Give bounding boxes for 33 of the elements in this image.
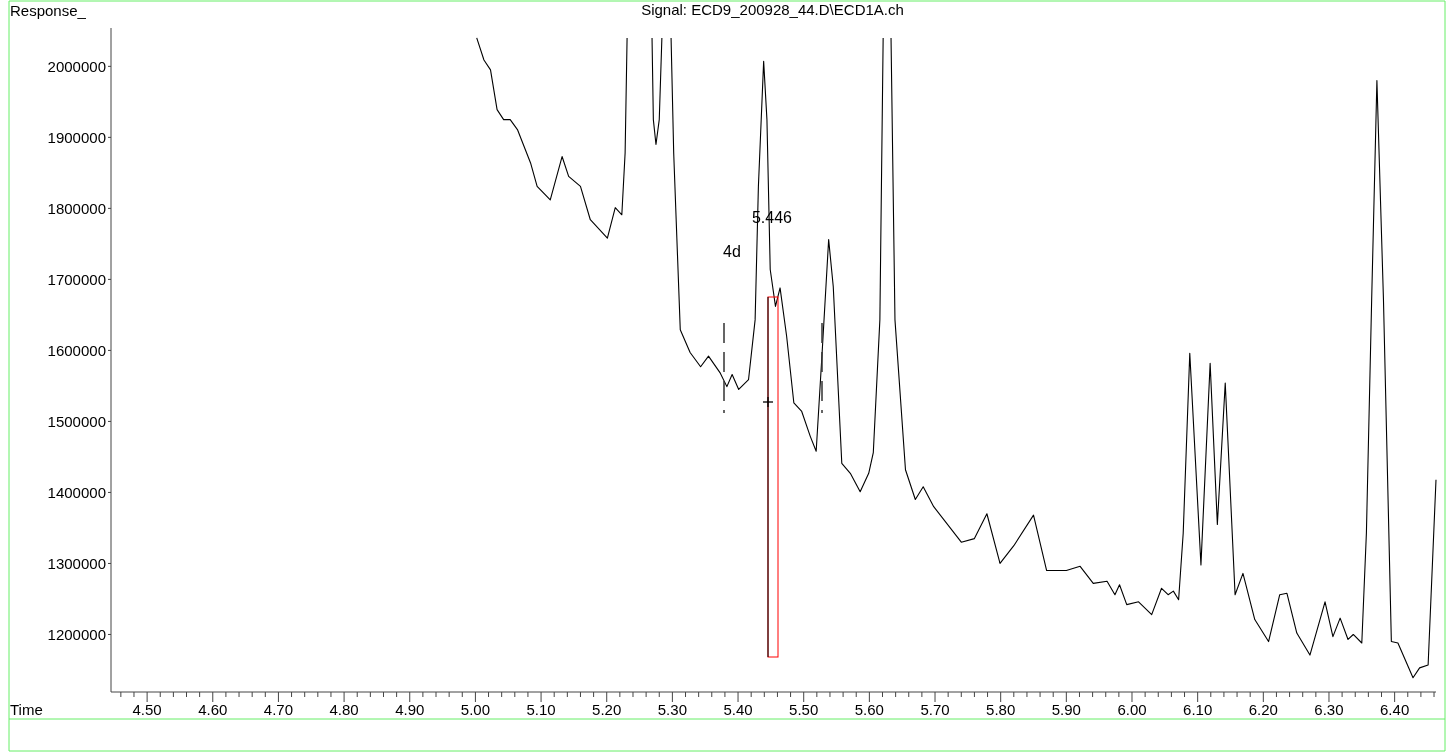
y-tick-label: 1500000 bbox=[47, 412, 106, 430]
y-tick-label: 1400000 bbox=[47, 483, 106, 501]
x-tick-label: 6.20 bbox=[1248, 701, 1278, 718]
x-tick-label: 5.30 bbox=[657, 701, 687, 718]
x-tick-label: 5.80 bbox=[986, 701, 1016, 718]
x-tick-label: 6.00 bbox=[1117, 701, 1147, 718]
x-axis-title: Time bbox=[10, 701, 43, 718]
x-tick-label: 6.40 bbox=[1380, 701, 1410, 718]
y-tick-label: 1200000 bbox=[47, 625, 106, 643]
x-tick-label: 5.50 bbox=[789, 701, 819, 718]
y-tick-label: 1600000 bbox=[47, 341, 106, 359]
y-tick-label: 1900000 bbox=[47, 128, 106, 146]
y-tick-label: 1800000 bbox=[47, 199, 106, 217]
y-tick-label: 1700000 bbox=[47, 270, 106, 288]
y-tick-label: 1300000 bbox=[47, 554, 106, 572]
y-axis-title: Response_ bbox=[10, 2, 87, 19]
x-tick-label: 5.10 bbox=[526, 701, 556, 718]
annotation: 4d bbox=[723, 242, 741, 260]
chart-title: Signal: ECD9_200928_44.D\ECD1A.ch bbox=[641, 1, 904, 18]
x-tick-label: 4.90 bbox=[395, 701, 425, 718]
x-tick-label: 5.00 bbox=[460, 701, 491, 718]
x-tick-label: 5.60 bbox=[854, 701, 884, 718]
x-tick-label: 4.70 bbox=[263, 701, 294, 718]
x-tick-label: 6.30 bbox=[1314, 701, 1344, 718]
x-tick-label: 4.60 bbox=[198, 701, 228, 718]
x-tick-label: 4.80 bbox=[329, 701, 359, 718]
x-tick-label: 6.10 bbox=[1183, 701, 1213, 718]
x-tick-label: 5.20 bbox=[592, 701, 622, 718]
x-tick-label: 5.70 bbox=[920, 701, 950, 718]
y-tick-label: 2000000 bbox=[47, 57, 106, 75]
x-tick-label: 5.40 bbox=[723, 701, 753, 718]
x-tick-label: 5.90 bbox=[1051, 701, 1081, 718]
x-tick-label: 4.50 bbox=[132, 701, 162, 718]
